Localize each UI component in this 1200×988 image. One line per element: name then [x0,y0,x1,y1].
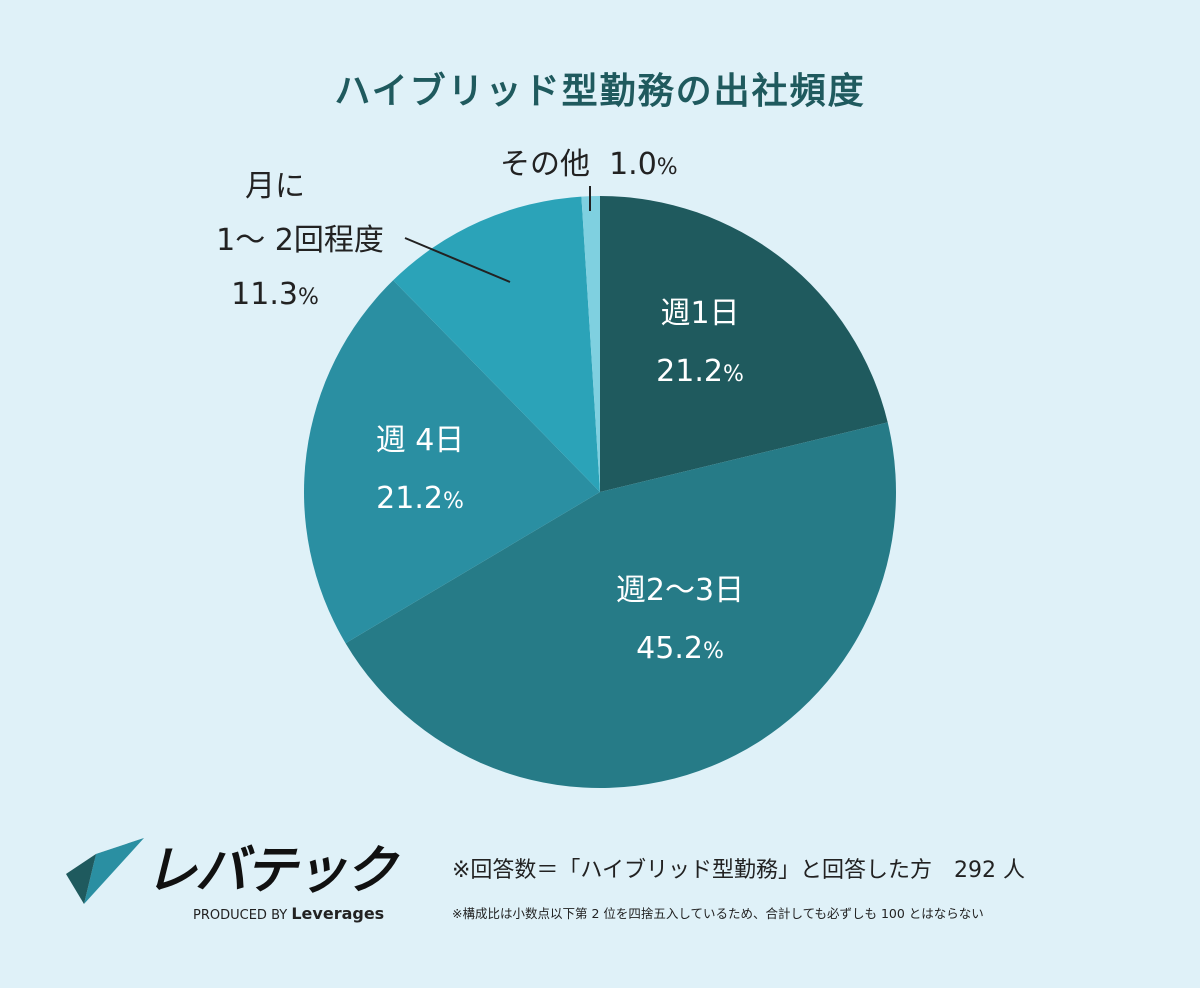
leader-line-monthly [404,237,511,283]
pie-slice-2 [304,280,600,644]
pie-slice-3 [393,196,600,492]
slice-name-line2: 1〜 2回程度 [216,223,384,258]
logo-text: レバテック [145,841,397,901]
logo-subtitle: PRODUCED BY Leverages [193,904,384,926]
slice-label-week2-3: 週2〜3日 45.2% [580,562,780,678]
slice-name: その他 [500,147,590,182]
unit: % [702,639,724,664]
slice-value: 1.0 [609,147,657,182]
slice-name: 週1日 [660,296,740,331]
pie-slice-1 [345,422,896,789]
rounding-note: ※構成比は小数点以下第 2 位を四捨五入しているため、合計しても必ずしも 100… [452,906,984,921]
slice-name: 週2〜3日 [615,573,745,608]
slice-label-monthly: 月に 1〜 2回程度 11.3% [180,160,420,322]
slice-label-week1: 週1日 21.2% [630,285,770,401]
slice-name-line1: 月に [245,169,305,204]
levtech-logo-icon [66,838,144,904]
chart-title: ハイブリッド型勤務の出社頻度 [334,71,866,112]
slice-value: 45.2 [636,631,703,666]
slice-label-other: その他 1.0% [500,136,720,194]
unit: % [722,362,744,387]
unit: % [656,155,678,180]
slice-value: 21.2 [656,354,723,389]
respondents-note: ※回答数＝「ハイブリッド型勤務」と回答した方 292 人 [452,858,1025,883]
slice-name: 週 4日 [375,423,465,458]
slice-label-week4: 週 4日 21.2% [345,412,495,528]
pie-slice-4 [581,196,600,492]
logo-sub-prefix: PRODUCED BY [193,908,288,923]
slice-value: 11.3 [231,277,298,312]
slice-value: 21.2 [376,481,443,516]
pie-slice-0 [600,196,888,492]
unit: % [442,489,464,514]
unit: % [297,285,319,310]
logo-sub-brand: Leverages [291,904,385,923]
